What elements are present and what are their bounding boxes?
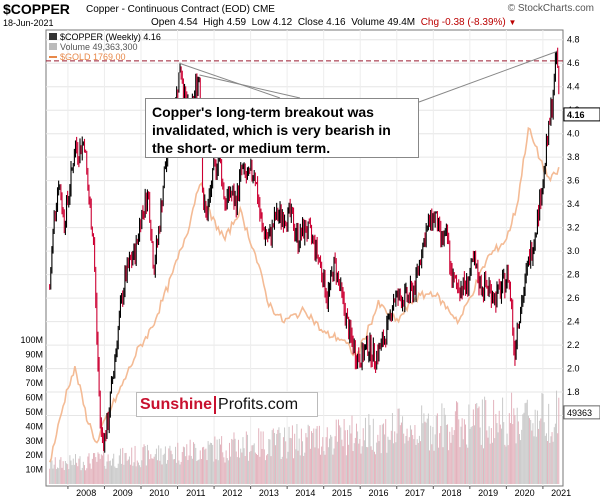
price-tick-label: 2.4 [567,317,580,327]
volume-tick-label: 80M [25,364,43,374]
time-tick-label: 2019 [478,488,498,498]
time-tick-label: 2008 [76,488,96,498]
brand-sunshine: Sunshine [140,396,213,413]
volume-tick-label: 30M [25,436,43,446]
time-tick-label: 2014 [295,488,315,498]
chart-header: $COPPER Copper - Continuous Contract (EO… [0,0,600,30]
annotation-callout: Copper's long-term breakout was invalida… [145,98,419,158]
price-tick-label: 2.2 [567,340,580,350]
quote-summary: Open 4.54 High 4.59 Low 4.12 Close 4.16 … [151,17,516,28]
time-tick-label: 2013 [259,488,279,498]
contract-description: Copper - Continuous Contract (EOD) [86,4,250,15]
price-tick-label: 4.8 [567,35,580,45]
price-tick-label: 4.0 [567,129,580,139]
volume-tag-box [563,405,600,420]
legend: $COPPER (Weekly) 4.16 Volume 49,363,300 … [49,32,161,62]
price-tick-label: 3.6 [567,176,580,186]
volume-tick-label: 70M [25,378,43,388]
chart-symbol: $COPPER [3,1,70,17]
gold-line [48,126,560,463]
time-tick-label: 2017 [405,488,425,498]
price-tick-label: 3.2 [567,223,580,233]
time-tick-label: 2010 [149,488,169,498]
change-value: Chg -0.38 (-8.39%) [420,17,506,28]
time-tick-label: 2015 [332,488,352,498]
time-tick-label: 2020 [515,488,535,498]
price-tag-box [563,107,600,122]
volume-tick-label: 10M [25,465,43,475]
brand-profits: Profits.com [218,396,299,413]
exchange-label: CME [252,4,275,15]
price-tick-label: 4.6 [567,58,580,68]
low-value: Low 4.12 [251,17,293,28]
down-triangle-icon: ▼ [508,18,517,27]
volume-tick-label: 90M [25,349,43,359]
close-value: Close 4.16 [297,17,346,28]
time-tick-label: 2018 [442,488,462,498]
price-tick-label: 1.8 [567,387,580,397]
price-tag: 4.16 [563,107,600,122]
callout-pointer [179,62,281,99]
open-value: Open 4.54 [151,17,198,28]
price-tick-label: 2.0 [567,364,580,374]
copper-price-bars [49,47,560,453]
legend-copper-swatch [49,33,57,40]
volume-tag-value: 49363 [567,408,592,418]
volume-tag: 49363 [563,405,600,420]
chart-description: Copper - Continuous Contract (EOD) CME [86,4,275,15]
legend-copper: $COPPER (Weekly) 4.16 [60,32,161,42]
time-tick-label: 2021 [551,488,571,498]
volume-bars [49,390,560,484]
price-axis: 1.61.82.02.22.42.62.83.03.23.43.63.84.04… [567,35,580,421]
brand-logo: Sunshine Profits.com [136,392,318,417]
price-tick-label: 4.4 [567,82,580,92]
high-value: High 4.59 [203,17,247,28]
price-tick-label: 3.8 [567,152,580,162]
callout-pointer [418,51,557,103]
callout-arrows [179,51,557,103]
time-tick-label: 2012 [222,488,242,498]
source-credit[interactable]: © StockCharts.com [507,3,594,14]
volume-tick-label: 60M [25,393,43,403]
price-tag-value: 4.16 [567,110,585,120]
legend-volume: Volume 49,363,300 [60,42,138,52]
chart-date: 18-Jun-2021 [3,18,54,28]
legend-volume-swatch [49,43,57,50]
time-axis: 2008 2009 2010 2011 2012 2013 2014 2015 2016 2017… [67,486,571,498]
volume-tick-label: 100M [20,335,43,345]
price-tick-label: 2.8 [567,270,580,280]
price-tick-label: 2.6 [567,293,580,303]
time-tick-label: 2016 [368,488,388,498]
price-tick-label: 3.4 [567,199,580,209]
callout-pointer [199,74,301,99]
volume-tick-label: 40M [25,421,43,431]
legend-gold: $GOLD 1769.00 [60,52,126,62]
volume-tick-label: 50M [25,407,43,417]
time-tick-label: 2011 [186,488,205,498]
volume-tick-label: 20M [25,450,43,460]
volume-axis: 10M 20M 30M 40M 50M 60M 70M 80M 90M 100M [20,335,43,475]
price-tick-label: 3.0 [567,246,580,256]
time-tick-label: 2009 [113,488,133,498]
brand-divider [214,395,217,414]
volume-value: Volume 49.4M [351,17,416,28]
